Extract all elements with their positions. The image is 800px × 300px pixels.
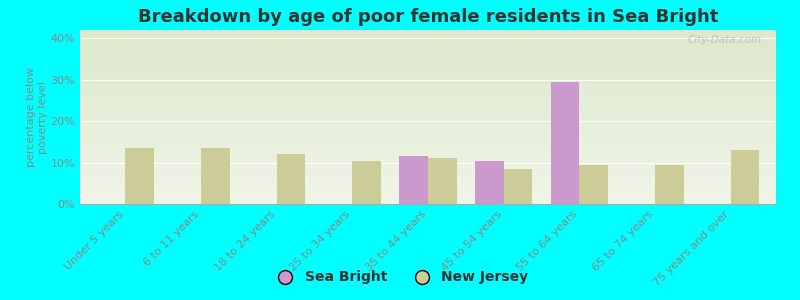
Title: Breakdown by age of poor female residents in Sea Bright: Breakdown by age of poor female resident…	[138, 8, 718, 26]
Bar	[730, 150, 759, 204]
Bar	[428, 158, 457, 204]
Text: City-Data.com: City-Data.com	[688, 35, 762, 45]
Bar	[201, 148, 230, 204]
Bar	[550, 82, 579, 204]
Bar	[579, 165, 608, 204]
Legend: Sea Bright, New Jersey: Sea Bright, New Jersey	[266, 265, 534, 290]
Bar	[277, 154, 306, 204]
Bar	[475, 160, 504, 204]
Bar	[655, 165, 684, 204]
Bar	[126, 148, 154, 204]
Bar	[504, 169, 533, 204]
Y-axis label: percentage below
poverty level: percentage below poverty level	[26, 67, 48, 167]
Bar	[352, 160, 381, 204]
Bar	[399, 156, 428, 204]
